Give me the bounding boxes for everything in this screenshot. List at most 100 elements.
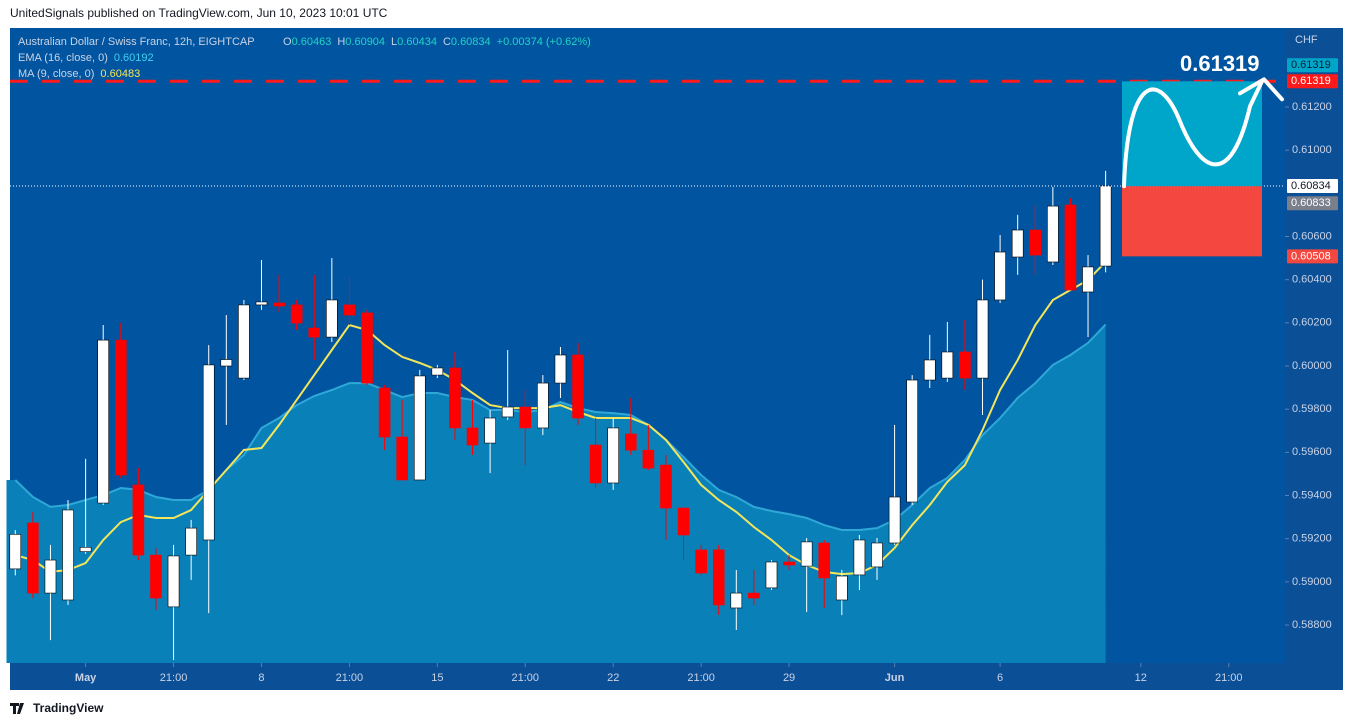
candle-body xyxy=(624,433,637,451)
candle-body xyxy=(800,541,813,567)
candle-body xyxy=(132,484,145,556)
y-tick-label: 0.59600 xyxy=(1292,446,1332,458)
candle-body xyxy=(220,359,233,367)
x-tick-label: 21:00 xyxy=(336,672,364,684)
candle-body xyxy=(1064,204,1077,291)
candle-body xyxy=(519,406,532,429)
forecast-arrow xyxy=(1122,79,1264,189)
candle-body xyxy=(853,539,866,576)
ohlc-value: 0.60904 xyxy=(345,36,385,48)
candle-body xyxy=(1011,229,1024,258)
plot xyxy=(6,77,1285,663)
candle-body xyxy=(431,367,444,376)
x-tick-label: May xyxy=(75,672,97,684)
price-tag xyxy=(1287,58,1338,73)
legend-entry: MA (9, close, 0) 0.60483 xyxy=(18,68,140,80)
y-tick-label: 0.60400 xyxy=(1292,274,1332,286)
price-tag-label: 0.61319 xyxy=(1291,59,1331,71)
candle-body xyxy=(79,547,92,552)
candle-body xyxy=(466,427,479,446)
ohlc-value: 0.60463 xyxy=(292,36,332,48)
candle-body xyxy=(501,406,514,418)
candle-body xyxy=(396,436,408,481)
legend-name: MA (9, close, 0) xyxy=(18,68,94,80)
change: +0.00374 (+0.62%) xyxy=(497,36,591,48)
candle-body xyxy=(1047,205,1059,263)
ohlc-value: 0.60434 xyxy=(397,36,437,48)
currency: CHF xyxy=(1295,34,1318,46)
candle-body xyxy=(818,542,831,579)
candle-body xyxy=(748,592,760,599)
candle-body xyxy=(449,367,461,429)
candle-body xyxy=(1099,185,1112,267)
ohlc-key: O xyxy=(283,36,292,48)
x-tick-label: 21:00 xyxy=(1215,672,1243,684)
x-tick-label: 6 xyxy=(997,672,1003,684)
candle-body xyxy=(589,444,602,484)
candle-body xyxy=(906,379,918,503)
candle-body xyxy=(185,527,197,556)
candle-body xyxy=(202,364,215,541)
candle-body xyxy=(484,417,496,444)
legend-ohlc: O0.60463 H0.60904 L0.60434 C0.60834 +0.00374… xyxy=(283,36,591,48)
candle-body xyxy=(642,449,655,469)
x-tick-label: 21:00 xyxy=(512,672,540,684)
stop-zone xyxy=(1122,186,1262,257)
x-tick-label: Jun xyxy=(885,672,905,684)
candle-body xyxy=(308,327,321,338)
price-tag-label: 0.60834 xyxy=(1291,180,1331,192)
ema-area xyxy=(6,324,1106,663)
price-tag xyxy=(1287,249,1338,264)
logo-mark xyxy=(10,703,24,714)
y-tick-label: 0.60200 xyxy=(1292,317,1332,329)
chart-title: Australian Dollar / Swiss Franc, 12h, EI… xyxy=(18,36,255,48)
candle-body xyxy=(836,575,848,601)
candle-body xyxy=(712,549,725,606)
candle-body xyxy=(343,304,356,316)
target-zone xyxy=(1122,81,1262,187)
y-tick-label: 0.60600 xyxy=(1292,230,1332,242)
candle-body xyxy=(871,542,883,568)
y-tick-label: 0.59400 xyxy=(1292,489,1332,501)
candle-body xyxy=(361,312,373,384)
candle-body xyxy=(97,339,110,504)
ohlc-value: 0.60834 xyxy=(451,36,491,48)
legend-value: 0.60192 xyxy=(114,52,154,64)
candle-body xyxy=(44,559,57,594)
y-tick-label: 0.61200 xyxy=(1292,101,1332,113)
candle-body xyxy=(537,382,549,429)
x-tick-label: 15 xyxy=(431,672,443,684)
candle-body xyxy=(1029,229,1042,256)
candle-body xyxy=(976,299,989,379)
legend-name: EMA (16, close, 0) xyxy=(18,52,108,64)
x-tick-label: 12 xyxy=(1135,672,1147,684)
legend-value: 0.60483 xyxy=(100,68,140,80)
candle-body xyxy=(660,464,672,509)
candle-body xyxy=(167,555,180,608)
candle-body xyxy=(730,592,743,609)
candle-body xyxy=(255,301,268,306)
ema-line xyxy=(14,323,1107,531)
candle-body xyxy=(607,427,620,484)
candle-body xyxy=(238,304,250,379)
y-tick-label: 0.59800 xyxy=(1292,403,1332,415)
logo xyxy=(10,703,24,714)
price-tag-label: 0.60508 xyxy=(1291,250,1331,262)
y-tick-label: 0.59000 xyxy=(1292,576,1332,588)
candle-body xyxy=(765,561,778,589)
candle-body xyxy=(62,509,74,601)
candle-body xyxy=(923,359,936,381)
price-tag-label: 0.60833 xyxy=(1291,197,1331,209)
y-tick-label: 0.60000 xyxy=(1292,360,1332,372)
candle-body xyxy=(114,339,127,476)
price-tag xyxy=(1287,196,1338,211)
candle-body xyxy=(326,299,338,338)
y-tick-label: 0.61000 xyxy=(1292,144,1332,156)
x-tick-label: 8 xyxy=(258,672,264,684)
x-tick-label: 29 xyxy=(783,672,795,684)
candle-body xyxy=(413,375,426,481)
price-tag-label: 0.61319 xyxy=(1291,75,1331,87)
price-tag xyxy=(1287,74,1338,89)
